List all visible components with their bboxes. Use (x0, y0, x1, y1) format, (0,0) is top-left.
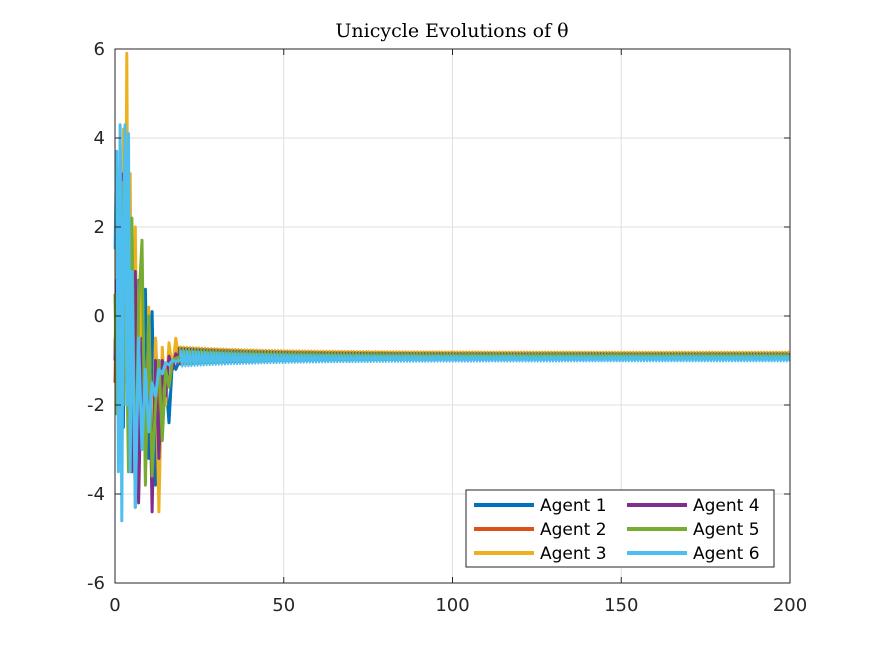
legend: Agent 1 Agent 2 Agent 3 Agent 4 Agent 5 Agent… (465, 489, 775, 568)
series-steady-band (178, 347, 790, 365)
legend-entry: Agent 5 (627, 520, 760, 540)
y-tick-label: -2 (87, 395, 105, 416)
x-tick-label: 100 (435, 595, 469, 616)
legend-entry: Agent 2 (474, 520, 607, 540)
y-tick-label: 4 (94, 128, 105, 149)
grid (115, 49, 790, 583)
x-tick-label: 200 (773, 595, 807, 616)
legend-label: Agent 2 (540, 520, 607, 540)
series-group (113, 123, 791, 523)
legend-label: Agent 4 (693, 496, 760, 516)
legend-label: Agent 3 (540, 544, 607, 564)
legend-entry: Agent 6 (627, 544, 760, 564)
axis-ticks: 0 50 100 150 200 -6 -4 -2 0 2 4 6 (87, 39, 807, 616)
x-tick-label: 150 (604, 595, 638, 616)
x-tick-label: 50 (272, 595, 295, 616)
legend-entry: Agent 1 (474, 496, 607, 516)
legend-entry: Agent 3 (474, 544, 607, 564)
legend-label: Agent 1 (540, 496, 607, 516)
legend-label: Agent 5 (693, 520, 760, 540)
y-tick-label: -6 (87, 573, 105, 594)
chart-title: Unicycle Evolutions of θ (335, 20, 568, 42)
series-steady-band (179, 349, 791, 368)
y-tick-label: 0 (94, 306, 105, 327)
y-tick-label: -4 (87, 484, 105, 505)
legend-entry: Agent 4 (627, 496, 760, 516)
series-lines (113, 51, 791, 523)
y-tick-label: 6 (94, 39, 105, 60)
legend-label: Agent 6 (693, 544, 760, 564)
y-tick-label: 2 (94, 217, 105, 238)
x-tick-label: 0 (109, 595, 120, 616)
